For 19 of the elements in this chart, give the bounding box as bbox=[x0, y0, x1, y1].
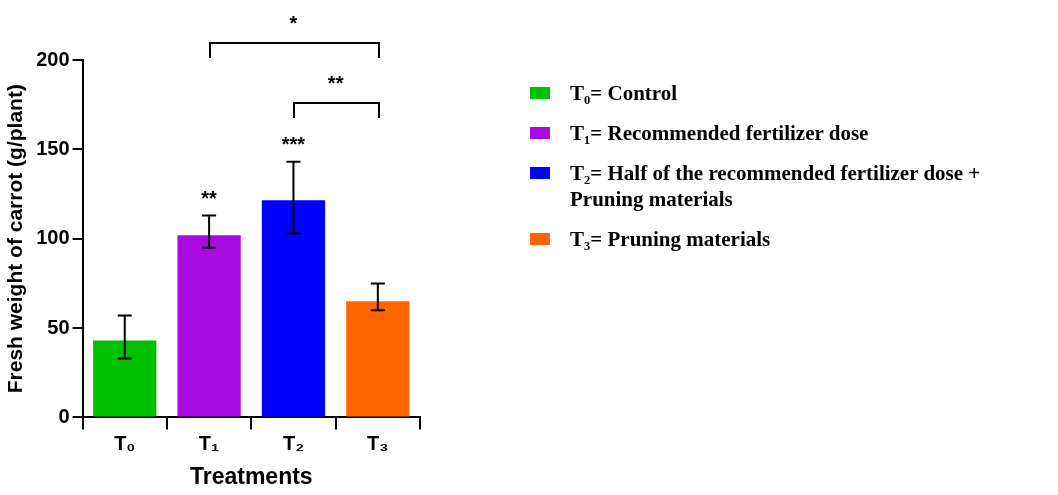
x-axis-title: Treatments bbox=[189, 462, 313, 489]
y-tick-label: 100 bbox=[36, 226, 70, 249]
x-tick-label: T₃ bbox=[367, 431, 389, 454]
annotation: *** bbox=[281, 133, 306, 156]
x-tick-label: T₀ bbox=[114, 431, 136, 454]
y-tick-label: 150 bbox=[36, 136, 70, 159]
y-axis-title: Fresh weight of carrot (g/plant) bbox=[3, 84, 27, 394]
x-tick-label: T₁ bbox=[198, 431, 220, 454]
legend-label: T₁= Recommended fertilizer dose bbox=[570, 120, 869, 146]
legend-label: T₀= Control bbox=[570, 80, 678, 106]
annotation: ** bbox=[201, 186, 218, 209]
y-tick-label: 50 bbox=[47, 315, 70, 338]
legend-label: T₂= Half of the recommended fertilizer dose + Pruning materials bbox=[570, 160, 982, 212]
y-tick-label: 200 bbox=[36, 47, 70, 70]
annotation: ** bbox=[327, 72, 344, 95]
y-tick-label: 0 bbox=[58, 404, 70, 427]
x-tick-label: T₂ bbox=[282, 431, 305, 454]
legend-label: T₃= Pruning materials bbox=[570, 226, 771, 252]
text: * bbox=[289, 12, 298, 35]
